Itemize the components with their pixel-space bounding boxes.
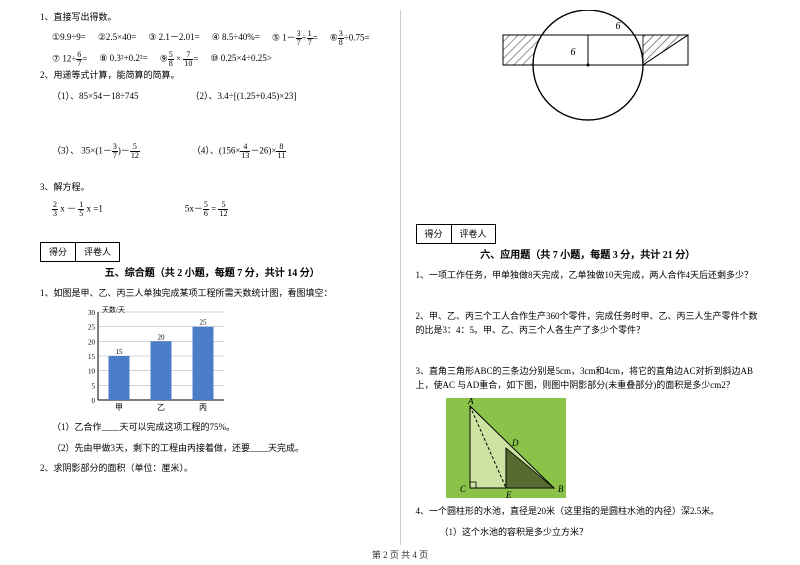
svg-text:20: 20 [88,339,96,347]
q1-i4: ④ 8.5÷40%= [212,30,260,47]
q1-i8: ⑧ 0.3²+0.2²= [99,51,147,68]
svg-text:25: 25 [200,319,208,327]
score-r1: 得分 [417,225,452,243]
q2-stem: 2、用递等式计算，能简算的简算。 [40,68,385,82]
q3-row: 23 x － 15 x =1 5x－56 = 512 [40,201,385,218]
geometry-figure: 66 [458,10,718,180]
svg-text:乙: 乙 [157,403,165,412]
q2b: （2）、3.4÷[(1.25+0.45)×23] [191,89,297,103]
svg-text:15: 15 [88,353,96,361]
score-l2: 评卷人 [76,243,119,261]
svg-text:A: A [467,398,474,406]
svg-text:25: 25 [88,324,96,332]
q1-i9: ⑨58 × 710= [160,51,199,68]
score-box-6: 得分 评卷人 [416,224,496,244]
r-q1: 1、一项工作任务，甲单独做8天完成，乙单独做10天完成，两人合作4天后还剩多少？ [416,268,761,282]
svg-text:10: 10 [88,368,96,376]
r-q3: 3、直角三角形ABC的三条边分别是5cm，3cm和4cm，将它的直角边AC对折到… [416,364,761,393]
q5-1: 1、如图是甲、乙、丙三人单独完成某项工程所需天数统计图，看图填空： [40,286,385,300]
q2-row1: （1）、85×54－18÷745 （2）、3.4÷[(1.25+0.45)×23… [40,89,385,103]
svg-text:20: 20 [158,334,166,342]
q1-i2: ②2.5×40= [98,30,136,47]
q3-stem: 3、解方程。 [40,180,385,194]
q2d: （4）、(156×413－26)×811 [192,143,286,160]
q5-2: 2、求阴影部分的面积（单位：厘米）。 [40,461,385,475]
q1-i10: ⑩ 0.25×4÷0.25> [210,51,271,68]
svg-text:30: 30 [88,309,96,317]
svg-text:15: 15 [116,348,124,356]
q2-row2: （3）、 35×(1－37)－512 （4）、(156×413－26)×811 [40,143,385,160]
score-r2: 评卷人 [452,225,495,243]
svg-text:C: C [460,484,467,494]
q1-i7: ⑦ 12÷67= [52,51,87,68]
q5-1b: （2）先由甲做3天，剩下的工程由丙接着做，还要____天完成。 [40,441,385,455]
q1-i5: ⑤ 1－37÷17= [272,30,318,47]
q3b: 5x－56 = 512 [185,201,229,218]
svg-text:6: 6 [615,21,620,32]
triangle-figure: A B C D E [446,398,566,498]
svg-text:B: B [558,484,564,494]
q3a: 23 x － 15 x =1 [52,201,103,218]
r-q4a: （1）这个水池的容积是多少立方米？ [416,525,761,539]
q2c: （3）、 35×(1－37)－512 [52,143,140,160]
svg-text:D: D [511,438,519,448]
q1-i6: ⑥38÷0.75= [330,30,370,47]
page-footer: 第 2 页 共 4 页 [0,548,800,561]
score-l1: 得分 [41,243,76,261]
q2a: （1）、85×54－18÷745 [52,89,139,103]
q1-items: ①9.9÷9= ②2.5×40= ③ 2.1－2.01= ④ 8.5÷40%= … [40,30,385,68]
bar-chart: 0 5 10 15 20 25 30 天数/天 15 甲 20 乙 25 丙 [70,306,230,416]
q1-i3: ③ 2.1－2.01= [148,30,199,47]
svg-text:丙: 丙 [199,403,207,412]
section5-title: 五、综合题（共 2 小题，每题 7 分，共计 14 分） [40,266,385,282]
svg-text:5: 5 [92,383,96,391]
score-box-5: 得分 评卷人 [40,242,120,262]
q5-1a: （1）乙合作____天可以完成这项工程的75%。 [40,420,385,434]
q1-i1: ①9.9÷9= [52,30,86,47]
q1-stem: 1、直接写出得数。 [40,10,385,24]
r-q2: 2、甲、乙、丙三个工人合作生产360个零件，完成任务时甲、乙、丙三人生产零件个数… [416,309,761,338]
svg-text:6: 6 [570,47,575,58]
svg-text:天数/天: 天数/天 [102,306,125,314]
svg-text:E: E [505,490,512,498]
svg-text:甲: 甲 [115,403,123,412]
r-q4: 4、一个圆柱形的水池，直径是20米（这里指的是圆柱水池的内径）深2.5米。 [416,504,761,518]
section6-title: 六、应用题（共 7 小题，每题 3 分，共计 21 分） [416,248,761,264]
svg-text:0: 0 [92,397,96,405]
